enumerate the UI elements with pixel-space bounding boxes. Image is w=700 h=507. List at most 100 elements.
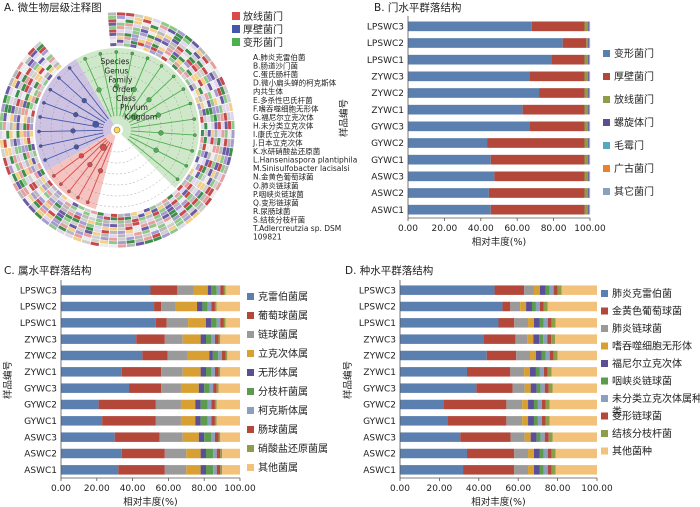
bar-segment — [187, 350, 210, 361]
heatmap-cell — [146, 37, 154, 43]
bar-segment — [539, 301, 544, 312]
heatmap-cell — [16, 130, 20, 138]
heatmap-cell — [207, 130, 211, 137]
tree-node — [48, 87, 52, 92]
heatmap-cell — [41, 204, 50, 212]
heatmap-cell — [207, 91, 213, 100]
heatmap-cell — [55, 189, 63, 197]
bar-segment — [408, 154, 491, 165]
bar-segment — [547, 334, 552, 344]
heatmap-cell — [226, 138, 231, 148]
heatmap-cell — [227, 121, 232, 130]
heatmap-cell — [22, 65, 30, 74]
bar-segment — [400, 448, 467, 459]
heatmap-cell — [165, 219, 174, 226]
heatmap-cell — [215, 105, 220, 114]
bar-segment — [531, 21, 585, 32]
heatmap-cell — [39, 85, 46, 92]
rank-label: Class — [116, 94, 136, 103]
heatmap-cell — [135, 238, 144, 243]
heatmap-cell — [142, 229, 151, 235]
heatmap-cell — [207, 122, 211, 130]
heatmap-cell — [166, 221, 175, 229]
tree-branch — [69, 67, 109, 120]
heatmap-cell — [16, 114, 21, 123]
tree-node — [87, 162, 93, 168]
tree-node — [52, 174, 56, 178]
tree-node — [97, 168, 104, 174]
heatmap-cell — [38, 67, 45, 75]
heatmap-cell — [203, 151, 209, 159]
heatmap-cell — [28, 69, 35, 78]
heatmap-cell — [27, 47, 36, 56]
heatmap-cell — [36, 83, 43, 91]
tree-node — [153, 147, 159, 153]
bar-segment — [520, 301, 527, 312]
taxon-label: K.水研硝酸盐还原菌 — [253, 146, 321, 156]
bar-segment — [182, 432, 199, 442]
heatmap-cell — [195, 163, 201, 171]
heatmap-cell — [48, 197, 56, 204]
heatmap-cell — [190, 177, 197, 185]
bar-segment — [549, 350, 554, 361]
tree-node — [86, 200, 90, 205]
heatmap-cell — [109, 237, 117, 241]
heatmap-cell — [25, 101, 31, 109]
bar-segment — [535, 367, 540, 377]
chart-title: C. 属水平群落结构 — [4, 264, 92, 277]
heatmap-cell — [156, 49, 164, 56]
heatmap-cell — [8, 174, 15, 184]
heatmap-cell — [27, 94, 33, 102]
bar-segment — [539, 367, 544, 377]
bar-segment — [155, 399, 181, 410]
heatmap-cell — [223, 165, 229, 175]
heatmap-cell — [204, 197, 213, 206]
tree-branch — [128, 88, 184, 124]
heatmap-cell — [126, 239, 135, 244]
tree-node — [159, 64, 164, 68]
heatmap-cell — [142, 22, 151, 28]
bar-segment — [204, 383, 210, 393]
heatmap-cell — [182, 50, 191, 59]
bar-segment — [218, 367, 221, 377]
heatmap-cell — [197, 149, 202, 157]
bar-segment — [487, 138, 585, 148]
heatmap-cell — [206, 73, 213, 82]
category-label: ZYWC3 — [363, 335, 396, 345]
bar-segment — [549, 399, 597, 410]
heatmap-cell — [117, 12, 126, 16]
heatmap-cell — [23, 137, 28, 145]
heatmap-cell — [218, 146, 224, 155]
heatmap-cell — [146, 217, 155, 223]
heatmap-cell — [153, 213, 162, 220]
bar-segment — [186, 465, 201, 475]
heatmap-cell — [191, 187, 199, 195]
heatmap-cell — [206, 82, 213, 91]
heatmap-cell — [16, 122, 20, 130]
heatmap-cell — [200, 94, 207, 102]
bar-segment — [220, 432, 240, 442]
heatmap-cell — [38, 46, 47, 54]
bar-segment — [533, 399, 538, 410]
category-label: LPSWC3 — [367, 23, 404, 33]
heatmap-cell — [25, 151, 31, 159]
bar-segment — [555, 465, 597, 475]
bar-segment — [408, 88, 540, 98]
bar-segment — [537, 416, 542, 426]
heatmap-cell — [196, 180, 203, 189]
tree-node — [73, 112, 79, 118]
heatmap-cell — [221, 121, 225, 130]
bar-segment — [588, 88, 590, 98]
heatmap-cell — [74, 233, 83, 239]
heatmap-cell — [117, 36, 124, 40]
heatmap-cell — [28, 205, 36, 214]
heatmap-cell — [36, 209, 45, 217]
chart-title: D. 种水平群落结构 — [345, 264, 433, 277]
category-label: GYWC2 — [363, 401, 396, 411]
heatmap-cell — [198, 68, 206, 77]
heatmap-cell — [213, 171, 220, 180]
heatmap-cell — [117, 22, 125, 26]
heatmap-cell — [36, 187, 43, 196]
heatmap-cell — [158, 226, 168, 233]
category-label: ZYWC2 — [24, 352, 57, 362]
